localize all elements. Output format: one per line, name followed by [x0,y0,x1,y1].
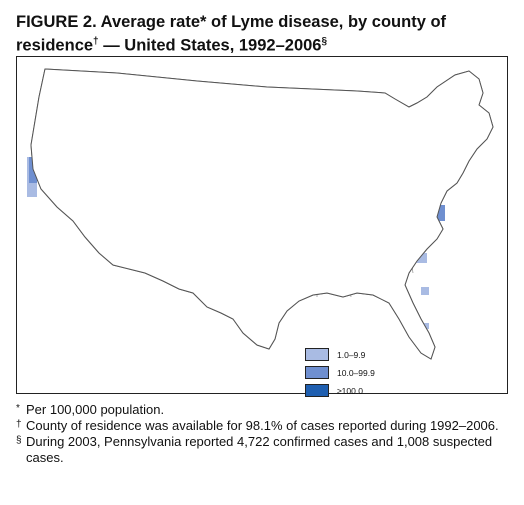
footnote-text: County of residence was available for 98… [26,418,499,433]
map-legend: 1.0–9.9 10.0–99.9 ≥100.0 [305,346,375,400]
footnote-mark: § [16,435,22,446]
legend-item-low: 1.0–9.9 [305,346,375,363]
title-section-mark: § [321,36,328,47]
title-text: FIGURE 2. Average rate* of Lyme disease,… [16,13,447,55]
title-dagger-mark: † [93,36,99,47]
footnote-pennsylvania: § During 2003, Pennsylvania reported 4,7… [16,434,516,466]
footnote-mark: * [16,403,20,414]
legend-swatch-mid [305,366,329,379]
footnote-mark: † [16,419,22,430]
legend-label-high: ≥100.0 [337,385,363,396]
footnote-county: † County of residence was available for … [16,418,516,434]
legend-item-high: ≥100.0 [305,382,375,399]
title-suffix: — United States, 1992–2006 [98,36,322,55]
legend-swatch-low [305,348,329,361]
footnote-rate: * Per 100,000 population. [16,402,516,418]
figure-title: FIGURE 2. Average rate* of Lyme disease,… [16,12,516,56]
footnote-text: During 2003, Pennsylvania reported 4,722… [26,434,493,465]
legend-label-low: 1.0–9.9 [337,349,366,360]
legend-swatch-high [305,384,329,397]
map-frame [16,56,508,394]
us-county-map [27,68,494,360]
legend-label-mid: 10.0–99.9 [337,367,375,378]
legend-item-mid: 10.0–99.9 [305,364,375,381]
footnotes: * Per 100,000 population. † County of re… [16,402,516,466]
footnote-text: Per 100,000 population. [26,402,165,417]
